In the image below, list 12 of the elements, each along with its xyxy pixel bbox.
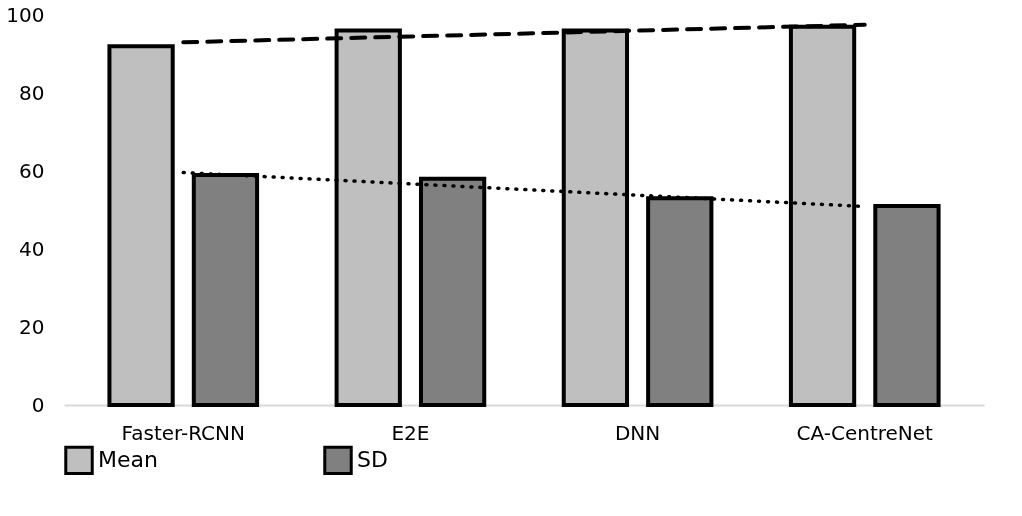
y-tick-label: 100 [6, 2, 45, 27]
y-tick-label: 60 [19, 158, 45, 183]
x-tick-label: CA-CentreNet [796, 420, 934, 445]
y-tick-label: 80 [19, 80, 45, 105]
x-tick-label: DNN [614, 420, 661, 445]
x-tick-label: E2E [391, 420, 430, 445]
legend-label: Mean [98, 447, 158, 473]
y-tick-label: 0 [31, 392, 45, 417]
legend-label: SD [357, 447, 388, 473]
x-tick-label: Faster-RCNN [121, 420, 245, 445]
y-tick-label: 20 [19, 314, 45, 339]
y-tick-label: 40 [19, 236, 45, 261]
